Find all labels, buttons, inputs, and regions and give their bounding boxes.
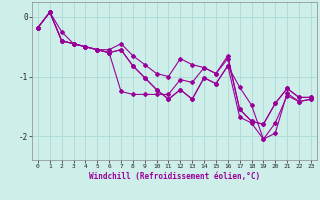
X-axis label: Windchill (Refroidissement éolien,°C): Windchill (Refroidissement éolien,°C) — [89, 172, 260, 181]
